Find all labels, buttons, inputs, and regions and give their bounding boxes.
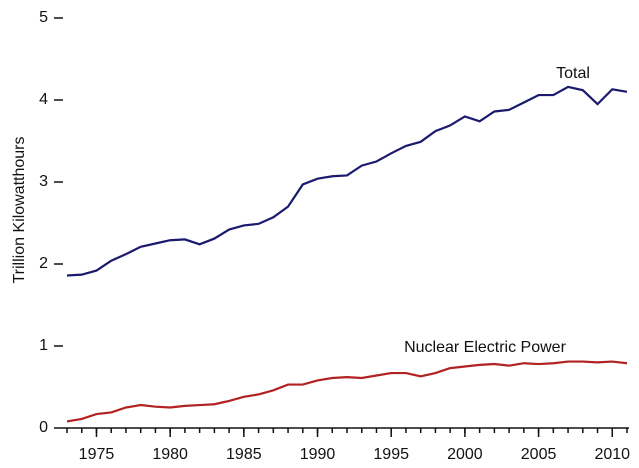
x-tick-label: 2005 bbox=[521, 446, 557, 463]
y-tick-label: 3 bbox=[39, 173, 48, 190]
series-label: Total bbox=[556, 65, 590, 82]
x-tick-label: 1990 bbox=[300, 446, 336, 463]
y-tick-label: 5 bbox=[39, 9, 48, 26]
x-tick-label: 1980 bbox=[152, 446, 188, 463]
series-line bbox=[66, 85, 628, 277]
y-tick-label: 4 bbox=[39, 91, 48, 108]
y-tick-label: 1 bbox=[39, 337, 48, 354]
series-label: Nuclear Electric Power bbox=[404, 339, 567, 356]
x-tick-label: 1975 bbox=[79, 446, 115, 463]
x-tick-label: 2000 bbox=[447, 446, 483, 463]
series-line bbox=[66, 360, 628, 423]
x-tick-label: 2010 bbox=[594, 446, 630, 463]
y-tick-label: 2 bbox=[39, 255, 48, 272]
y-axis-label: Trillion Kilowatthours bbox=[11, 136, 28, 283]
y-tick-label: 0 bbox=[39, 419, 48, 436]
x-tick-label: 1995 bbox=[373, 446, 409, 463]
x-tick-label: 1985 bbox=[226, 446, 262, 463]
